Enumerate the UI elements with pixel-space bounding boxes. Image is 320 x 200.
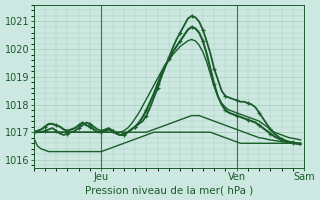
X-axis label: Pression niveau de la mer( hPa ): Pression niveau de la mer( hPa )	[85, 185, 253, 195]
